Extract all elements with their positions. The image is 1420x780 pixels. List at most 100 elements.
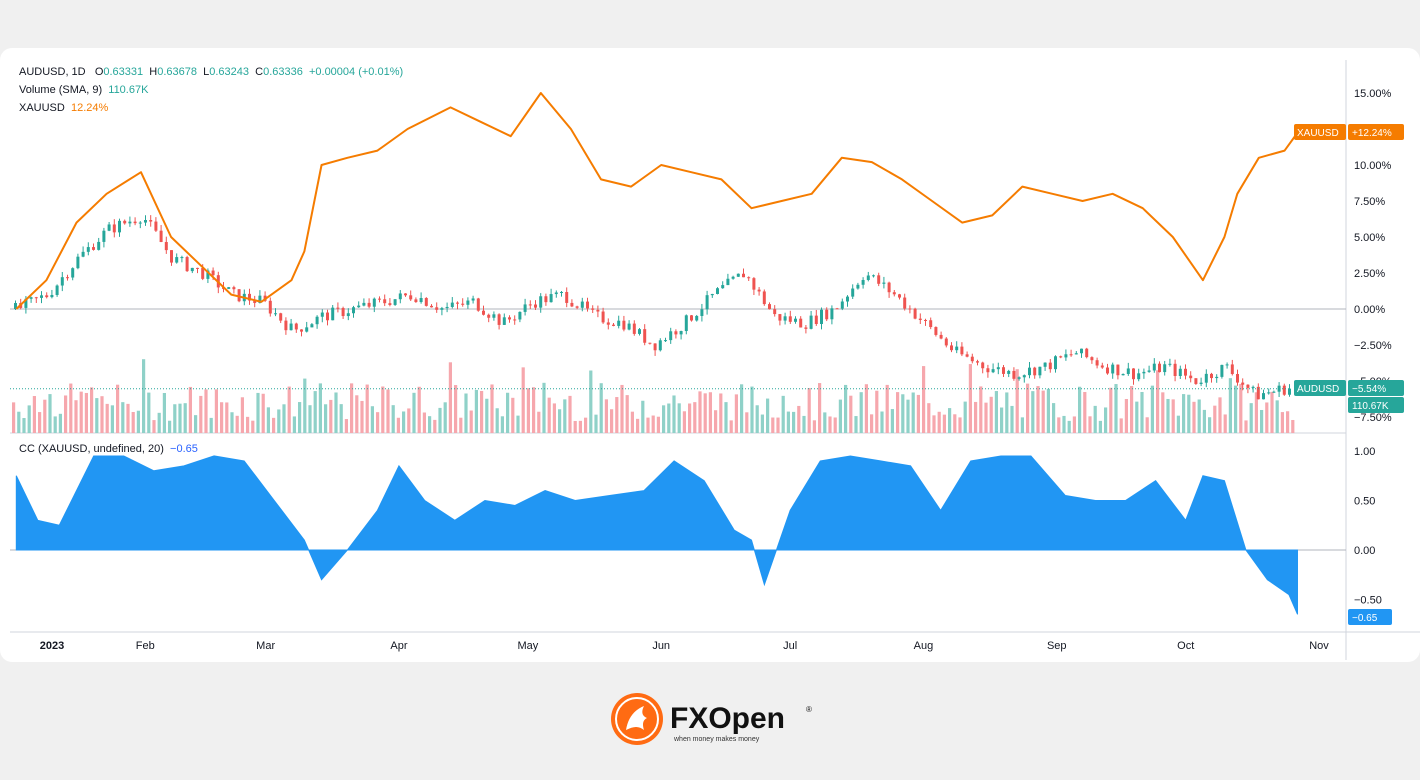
volume-bar bbox=[438, 407, 442, 433]
candle-body bbox=[1220, 364, 1224, 377]
volume-bar bbox=[1041, 390, 1045, 433]
volume-bar bbox=[469, 410, 473, 433]
volume-bar bbox=[745, 412, 749, 433]
volume-bar bbox=[662, 405, 666, 433]
volume-bar bbox=[532, 387, 536, 433]
volume-bar bbox=[1062, 415, 1066, 433]
legend-cc[interactable]: CC (XAUUSD, undefined, 20) −0.65 bbox=[19, 441, 198, 457]
legend-close-label: C bbox=[255, 66, 264, 78]
legend-ohlc[interactable]: AUDUSD, 1D O0.63331 H0.63678 L0.63243 C0… bbox=[19, 64, 403, 80]
candle-body bbox=[877, 275, 881, 284]
candle-body bbox=[315, 316, 319, 325]
candle-body bbox=[300, 329, 303, 332]
candle-body bbox=[809, 315, 813, 329]
audusd-badge: AUDUSD −5.54% bbox=[1294, 380, 1404, 396]
volume-bar bbox=[188, 386, 192, 433]
candle-body bbox=[1137, 373, 1141, 380]
volume-bar bbox=[1005, 392, 1009, 433]
volume-bar bbox=[459, 417, 463, 433]
legend-volume[interactable]: Volume (SMA, 9) 110.67K bbox=[19, 82, 148, 98]
volume-bar bbox=[890, 409, 894, 433]
candle-body bbox=[1262, 393, 1265, 400]
candle-body bbox=[866, 275, 870, 280]
chart-canvas[interactable]: 15.00%12.50%10.00%7.50%5.00%2.50%0.00%−2… bbox=[0, 48, 1420, 662]
candle-body bbox=[648, 342, 652, 344]
candle-body bbox=[466, 300, 470, 305]
candle-body bbox=[674, 331, 678, 335]
candle-body bbox=[1288, 388, 1291, 395]
volume-bar bbox=[802, 415, 806, 433]
candle-body bbox=[1100, 365, 1104, 368]
volume-bar bbox=[121, 402, 125, 433]
volume-bar bbox=[537, 411, 541, 433]
chart-frame: 15.00%12.50%10.00%7.50%5.00%2.50%0.00%−2… bbox=[0, 48, 1420, 662]
candle-body bbox=[778, 314, 782, 321]
volume-bar bbox=[58, 413, 62, 433]
candle-body bbox=[627, 323, 631, 330]
candle-body bbox=[924, 319, 927, 321]
volume-bar bbox=[448, 362, 452, 433]
volume-bar bbox=[1254, 392, 1258, 433]
legend-close: 0.63336 bbox=[263, 66, 303, 78]
candle-body bbox=[1189, 375, 1193, 379]
volume-bar bbox=[1291, 419, 1295, 433]
candle-body bbox=[310, 324, 314, 328]
candle-body bbox=[107, 224, 111, 231]
volume-bar bbox=[256, 392, 260, 433]
candle-body bbox=[409, 295, 413, 300]
legend-open-label: O bbox=[94, 66, 104, 78]
candle-body bbox=[227, 287, 231, 289]
candle-body bbox=[768, 304, 771, 310]
candle-body bbox=[612, 324, 615, 326]
candle-body bbox=[606, 322, 610, 325]
legend-open: 0.63331 bbox=[103, 66, 144, 78]
volume-bar bbox=[677, 403, 681, 433]
legend-symbol: AUDUSD, 1D bbox=[19, 66, 86, 78]
candle-body bbox=[1095, 360, 1099, 366]
candle-body bbox=[1168, 363, 1172, 365]
volume-bar bbox=[994, 391, 998, 433]
volume-bar bbox=[937, 411, 941, 433]
candle-body bbox=[201, 267, 205, 279]
candle-body bbox=[1022, 375, 1026, 378]
volume-bar bbox=[714, 410, 718, 433]
candle-body bbox=[887, 282, 891, 293]
candle-body bbox=[1178, 368, 1182, 377]
volume-bar bbox=[308, 405, 312, 433]
candle-body bbox=[981, 362, 985, 369]
candle-body bbox=[138, 222, 142, 224]
candle-body bbox=[1225, 364, 1229, 366]
volume-bar bbox=[53, 416, 57, 433]
volume-bar bbox=[32, 396, 36, 433]
candle-body bbox=[861, 279, 865, 285]
candle-body bbox=[1256, 386, 1260, 400]
candle-body bbox=[1059, 356, 1063, 358]
legend-overlay[interactable]: XAUUSD 12.24% bbox=[19, 100, 108, 116]
volume-bar bbox=[516, 415, 520, 433]
volume-bar bbox=[313, 391, 317, 433]
volume-bar bbox=[1166, 398, 1170, 433]
volume-bar bbox=[1161, 392, 1165, 433]
volume-bar bbox=[324, 404, 328, 433]
volume-bar bbox=[95, 398, 99, 433]
volume-bar bbox=[760, 414, 764, 433]
volume-bar bbox=[407, 408, 411, 433]
volume-bar bbox=[688, 403, 692, 433]
candle-body bbox=[482, 310, 485, 315]
candle-body bbox=[211, 270, 215, 276]
candle-body bbox=[237, 289, 241, 302]
candle-body bbox=[55, 285, 59, 295]
candle-body bbox=[690, 315, 693, 321]
volume-bar bbox=[1046, 388, 1050, 433]
x-tick-label: May bbox=[518, 640, 539, 652]
volume-bar bbox=[615, 397, 619, 433]
x-tick-label: Nov bbox=[1309, 640, 1329, 652]
candle-body bbox=[289, 323, 293, 331]
volume-bar bbox=[885, 384, 889, 433]
legend-cc-value: −0.65 bbox=[170, 443, 198, 455]
candle-body bbox=[419, 298, 423, 303]
volume-bar bbox=[818, 383, 822, 433]
candle-body bbox=[731, 276, 735, 279]
volume-bar bbox=[105, 403, 109, 433]
volume-bar bbox=[521, 367, 525, 433]
